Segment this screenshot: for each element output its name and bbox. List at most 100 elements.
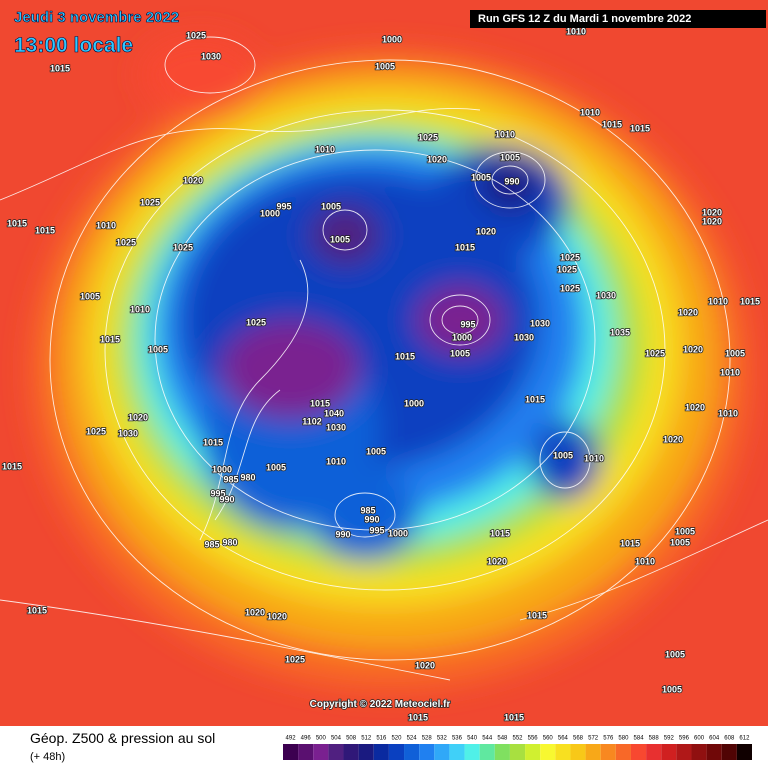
isobar-label: 990	[504, 176, 519, 186]
isobar-label: 1020	[487, 556, 507, 566]
isobar-labels: 1025 1030 1015 1000 1005 1010 1010 1015 1015 1025…	[1, 26, 761, 724]
isobar-label: 1020	[415, 660, 435, 670]
isobar	[429, 294, 491, 346]
legend-swatch	[525, 744, 541, 760]
isobar-label: 1020	[663, 434, 683, 444]
legend-label: 532	[437, 736, 448, 742]
legend-label: 504	[331, 736, 342, 742]
isobar	[0, 599, 451, 681]
isobar-label: 1010	[584, 453, 604, 463]
isobar-label: 1015	[7, 218, 27, 228]
field-zone	[310, 470, 420, 560]
isobar-label: 1000	[382, 34, 402, 44]
isobar-label: 1015	[100, 334, 120, 344]
isobar-label: 1030	[201, 51, 221, 61]
legend-swatch	[479, 744, 495, 760]
isobar-label: 1015	[490, 528, 510, 538]
legend-label: 524	[407, 736, 418, 742]
footer-lead: (+ 48h)	[30, 751, 65, 763]
isobar-label: 1000	[404, 398, 424, 408]
legend-swatch	[509, 744, 526, 760]
isobar-label: 995	[460, 319, 475, 329]
isobar-label: 1015	[504, 712, 524, 722]
forecast-time: 13:00 locale	[14, 34, 133, 57]
isobar-label: 1025	[246, 317, 266, 327]
isobar-label: 1015	[50, 63, 70, 73]
isobar-label: 1005	[670, 537, 690, 547]
isobar-label: 1010	[566, 26, 586, 36]
field-zone	[140, 35, 260, 115]
isobar-label: 1020	[683, 344, 703, 354]
legend-label: 608	[724, 736, 735, 742]
legend-label: 496	[301, 736, 312, 742]
legend-swatch	[464, 744, 480, 760]
isobar-label: 1102	[302, 416, 322, 426]
isobar-label: 1020	[685, 402, 705, 412]
legend-swatch	[691, 744, 707, 760]
isobar-label: 1025	[645, 348, 665, 358]
legend-swatch	[570, 744, 586, 760]
isobar-label: 1005	[675, 526, 695, 536]
isobar-label: 1015	[35, 225, 55, 235]
isobar-label: 1025	[86, 426, 106, 436]
isobar-label: 1005	[366, 446, 386, 456]
isobar	[441, 305, 479, 335]
isobar-label: 1020	[476, 226, 496, 236]
isobar-label: 1005	[321, 201, 341, 211]
legend-label: 500	[316, 736, 327, 742]
isobar-label: 1035	[610, 327, 630, 337]
legend-swatch	[676, 744, 692, 760]
legend-swatch	[540, 744, 556, 760]
isobar-label: 990	[364, 514, 379, 524]
legend-label: 508	[346, 736, 357, 742]
isobar-label: 1025	[140, 197, 160, 207]
isobar-label: 1015	[2, 461, 22, 471]
legend-label: 536	[452, 736, 463, 742]
legend-label: 592	[664, 736, 675, 742]
isobar-label: 1015	[203, 437, 223, 447]
isobar-label: 1020	[702, 216, 722, 226]
isobar	[199, 259, 309, 541]
isobars	[0, 36, 768, 681]
legend-swatch	[721, 744, 737, 760]
legend-label: 528	[422, 736, 433, 742]
isobar-label: 995	[369, 525, 384, 535]
isobar	[49, 59, 731, 661]
legend-swatch	[600, 744, 616, 760]
field-zone	[220, 320, 360, 420]
isobar-label: 1030	[514, 332, 534, 342]
legend-swatch	[388, 744, 405, 760]
isobar-label: 1015	[740, 296, 760, 306]
legend-label: 568	[573, 736, 584, 742]
isobar-label: 1015	[455, 242, 475, 252]
isobar-label: 1030	[118, 428, 138, 438]
isobar-label: 980	[222, 537, 237, 547]
isobar-label: 1005	[450, 348, 470, 358]
legend-label: 584	[634, 736, 645, 742]
legend-label: 544	[482, 736, 493, 742]
legend-label: 560	[543, 736, 554, 742]
forecast-date: Jeudi 3 novembre 2022	[14, 9, 179, 26]
legend-label: 604	[709, 736, 720, 742]
legend-label: 556	[528, 736, 539, 742]
legend: 492 496 500 504 508 512 516 520 524 528 532 536 540 5…	[283, 736, 752, 760]
legend-label: 512	[361, 736, 372, 742]
isobar-label: 1025	[285, 654, 305, 664]
isobar-label: 1005	[330, 234, 350, 244]
isobar-label: 1010	[326, 456, 346, 466]
isobar-label: 1025	[557, 264, 577, 274]
legend-swatch	[434, 744, 450, 760]
isobar-label: 1005	[662, 684, 682, 694]
isobar-label: 1015	[620, 538, 640, 548]
legend-swatch	[328, 744, 344, 760]
isobar-label: 995	[276, 201, 291, 211]
legend-swatch	[449, 744, 465, 760]
legend-label: 588	[649, 736, 660, 742]
map	[0, 0, 768, 726]
isobar-label: 1015	[408, 712, 428, 722]
isobar	[164, 36, 256, 94]
field-zone	[415, 285, 505, 355]
isobar-label: 1005	[725, 348, 745, 358]
isobar-label: 1000	[260, 208, 280, 218]
legend-swatch	[343, 744, 359, 760]
